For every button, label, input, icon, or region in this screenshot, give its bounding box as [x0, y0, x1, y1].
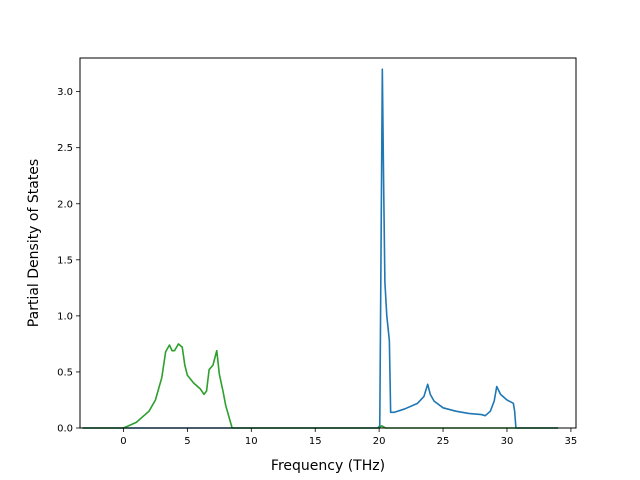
y-axis-label: Partial Density of States: [26, 159, 42, 327]
x-axis-label: Frequency (THz): [271, 458, 385, 474]
x-tick-label: 10: [245, 436, 258, 447]
y-tick-label: 1.0: [57, 311, 73, 322]
y-axis: 0.0 0.5 1.0 1.5 2.0 2.5 3.0: [57, 87, 80, 435]
x-tick-label: 20: [373, 436, 386, 447]
y-tick-label: 0.5: [57, 367, 73, 378]
plot-frame: [79, 57, 577, 429]
y-tick-label: 1.5: [57, 255, 73, 266]
y-tick-label: 2.0: [57, 199, 73, 210]
x-tick-label: 15: [309, 436, 322, 447]
x-axis: 0 5 10 15 20 25 30 35: [120, 428, 577, 447]
x-tick-label: 30: [501, 436, 514, 447]
y-tick-label: 3.0: [57, 87, 73, 98]
x-tick-label: 5: [184, 436, 190, 447]
x-tick-label: 25: [437, 436, 450, 447]
series-line-1: [82, 68, 559, 429]
x-tick-label: 0: [120, 436, 126, 447]
y-tick-label: 0.0: [57, 424, 73, 435]
y-tick-label: 2.5: [57, 143, 73, 154]
x-tick-label: 35: [565, 436, 578, 447]
